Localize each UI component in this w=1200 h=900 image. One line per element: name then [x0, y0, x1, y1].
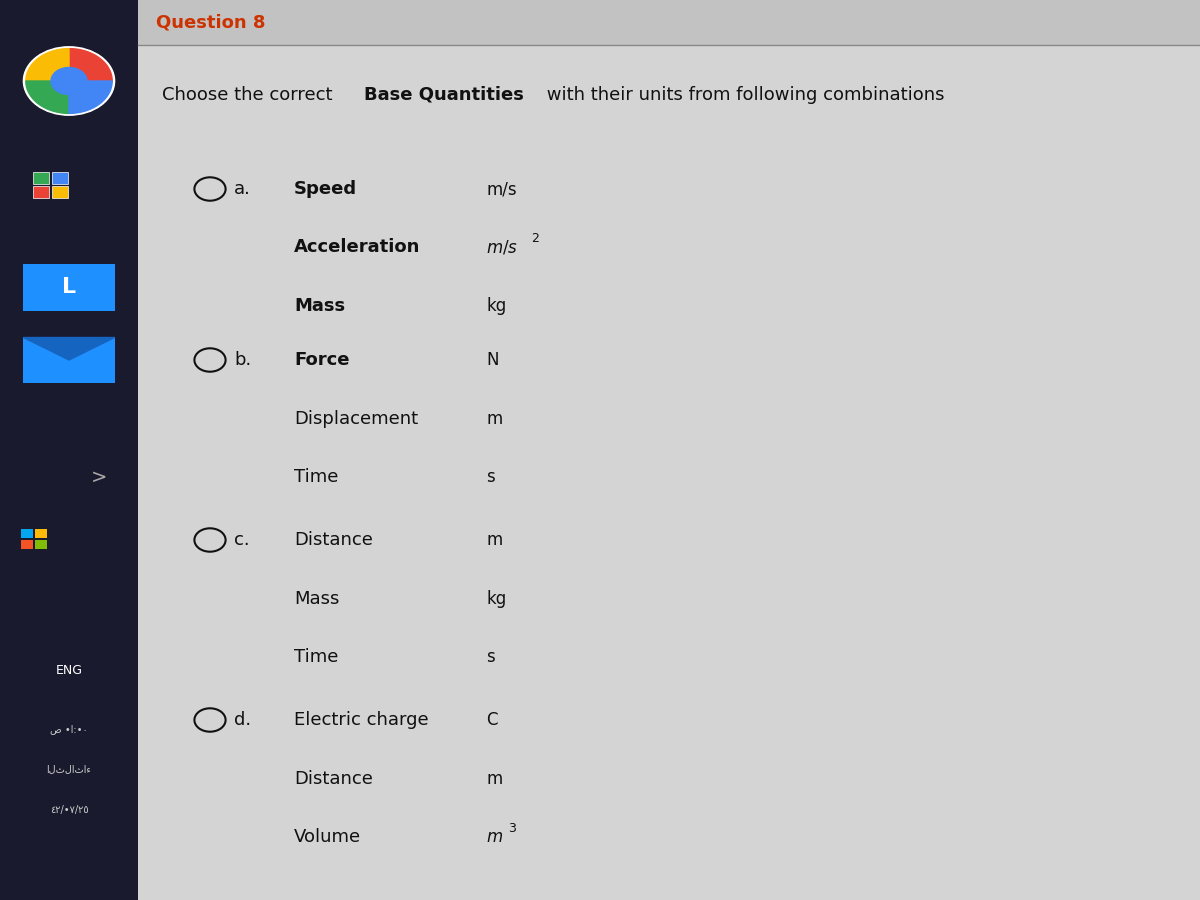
Bar: [53, 172, 67, 184]
Text: Choose the correct: Choose the correct: [162, 86, 338, 104]
Bar: [36, 529, 48, 538]
Text: >: >: [91, 467, 107, 487]
Text: Speed: Speed: [294, 180, 358, 198]
Text: ٤٢/•٧/٢٥: ٤٢/•٧/٢٥: [49, 805, 89, 815]
Text: C: C: [486, 711, 498, 729]
Text: Force: Force: [294, 351, 349, 369]
Text: Distance: Distance: [294, 770, 373, 788]
Text: Mass: Mass: [294, 297, 346, 315]
Text: c.: c.: [234, 531, 250, 549]
Bar: [34, 172, 49, 184]
Text: 3: 3: [508, 822, 516, 834]
Bar: [22, 540, 34, 549]
Text: Base Quantities: Base Quantities: [364, 86, 523, 104]
Text: m: m: [486, 410, 503, 427]
Polygon shape: [24, 338, 115, 360]
Bar: [24, 264, 115, 310]
Polygon shape: [26, 81, 70, 113]
Circle shape: [50, 68, 88, 94]
Text: m: m: [486, 770, 503, 788]
Text: a.: a.: [234, 180, 251, 198]
Polygon shape: [70, 49, 113, 81]
Bar: [34, 186, 49, 198]
Text: Mass: Mass: [294, 590, 340, 608]
Text: L: L: [62, 277, 76, 297]
Text: m/s: m/s: [486, 180, 517, 198]
Text: kg: kg: [486, 297, 506, 315]
Polygon shape: [70, 81, 113, 113]
Text: Volume: Volume: [294, 828, 361, 846]
Bar: [0, 0, 138, 900]
Text: Time: Time: [294, 468, 338, 486]
Text: d.: d.: [234, 711, 251, 729]
Text: $\mathit{m/s}$: $\mathit{m/s}$: [486, 238, 518, 256]
Text: with their units from following combinations: with their units from following combinat…: [541, 86, 944, 104]
Polygon shape: [26, 49, 70, 81]
Text: ص •ا:•٠: ص •ا:•٠: [50, 724, 88, 734]
Text: Question 8: Question 8: [156, 14, 265, 32]
Bar: [22, 529, 34, 538]
Bar: [24, 338, 115, 382]
Bar: [36, 540, 48, 549]
Bar: [53, 186, 67, 198]
Text: الثلاثاء: الثلاثاء: [47, 764, 91, 775]
Text: s: s: [486, 468, 494, 486]
Text: Displacement: Displacement: [294, 410, 418, 427]
Text: s: s: [486, 648, 494, 666]
Text: 2: 2: [532, 232, 540, 245]
Text: kg: kg: [486, 590, 506, 608]
Text: Time: Time: [294, 648, 338, 666]
Text: b.: b.: [234, 351, 251, 369]
Text: ENG: ENG: [55, 664, 83, 677]
Text: $\mathit{m}$: $\mathit{m}$: [486, 828, 503, 846]
Bar: [138, 0, 1200, 45]
Circle shape: [24, 47, 115, 115]
Text: N: N: [486, 351, 498, 369]
Text: Distance: Distance: [294, 531, 373, 549]
Text: m: m: [486, 531, 503, 549]
Text: Acceleration: Acceleration: [294, 238, 420, 256]
Text: Electric charge: Electric charge: [294, 711, 428, 729]
